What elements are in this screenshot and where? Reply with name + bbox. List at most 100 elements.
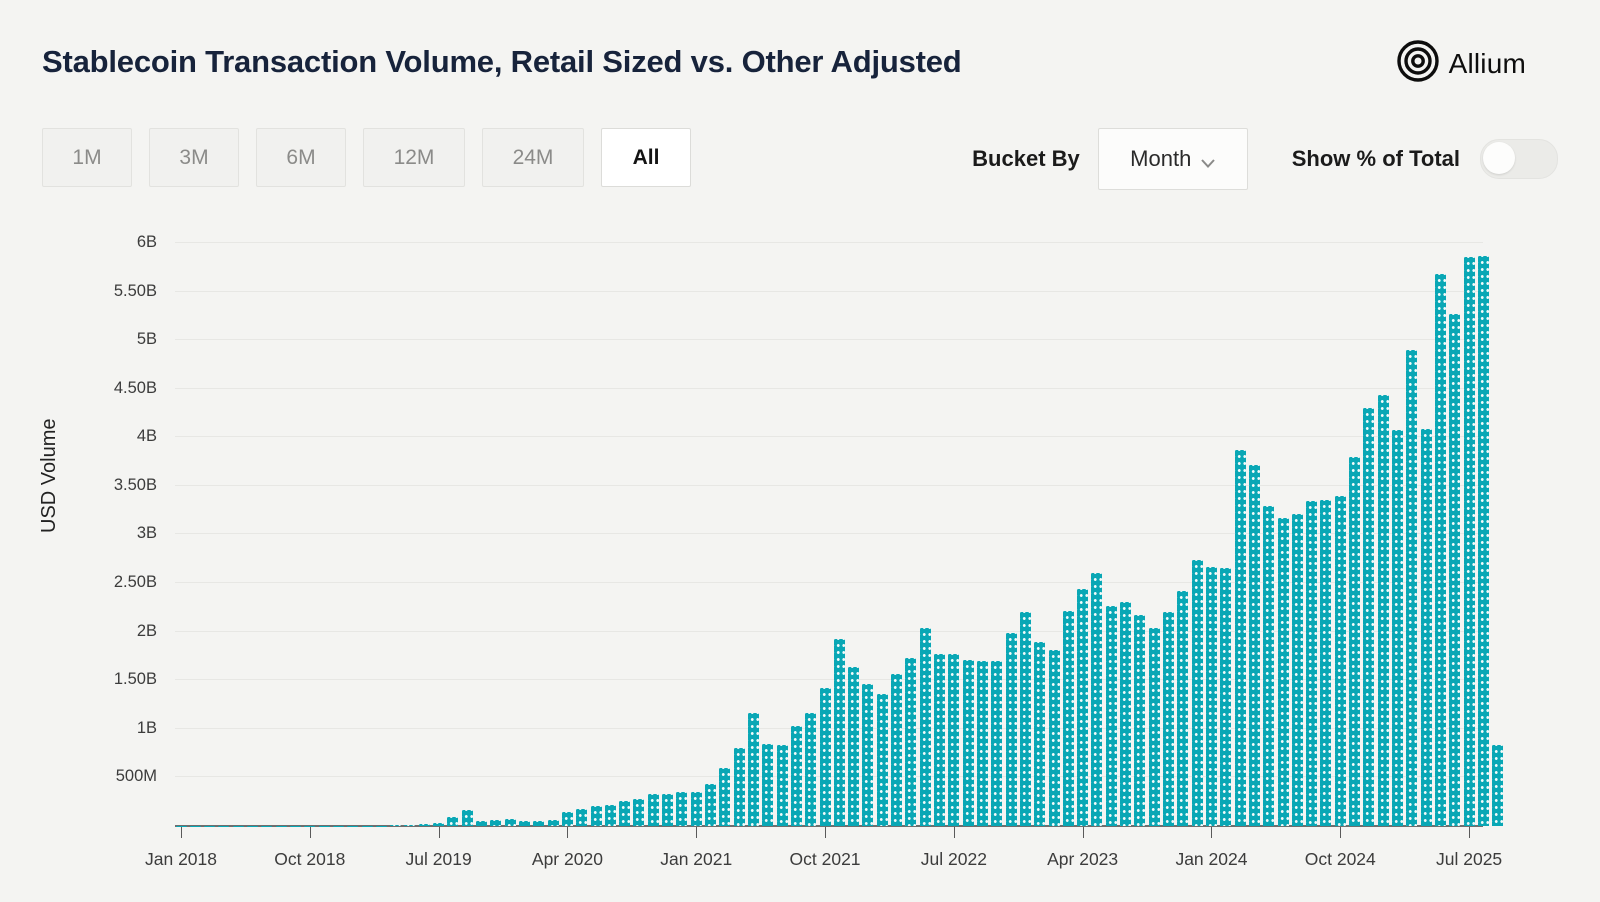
bar-jul-2020[interactable] <box>604 805 616 826</box>
bar-may-2020[interactable] <box>576 809 588 826</box>
bar-aug-2020[interactable] <box>619 801 631 826</box>
bar-dec-2018[interactable] <box>332 825 344 826</box>
bar-oct-2018[interactable] <box>304 825 316 826</box>
bar-may-2025[interactable] <box>1434 274 1446 826</box>
bar-jan-2019[interactable] <box>347 825 359 826</box>
bar-may-2023[interactable] <box>1091 572 1103 826</box>
bar-dec-2020[interactable] <box>676 792 688 826</box>
bucket-by-select[interactable]: Month <box>1097 128 1248 190</box>
bar-feb-2025[interactable] <box>1392 430 1404 826</box>
bar-jul-2025[interactable] <box>1463 256 1475 826</box>
bar-dec-2023[interactable] <box>1191 559 1203 826</box>
bar-sep-2019[interactable] <box>461 810 473 826</box>
bar-jun-2024[interactable] <box>1277 518 1289 826</box>
bar-nov-2020[interactable] <box>662 793 674 826</box>
bar-jan-2020[interactable] <box>518 821 530 826</box>
range-button-1m[interactable]: 1M <box>42 128 132 187</box>
bar-apr-2024[interactable] <box>1248 464 1260 826</box>
bar-mar-2024[interactable] <box>1234 449 1246 826</box>
bar-jun-2025[interactable] <box>1449 313 1461 826</box>
bar-jun-2020[interactable] <box>590 806 602 826</box>
bar-dec-2024[interactable] <box>1363 408 1375 826</box>
bar-dec-2019[interactable] <box>504 819 516 826</box>
bar-may-2019[interactable] <box>404 824 416 826</box>
bar-mar-2021[interactable] <box>719 767 731 826</box>
bar-may-2022[interactable] <box>919 627 931 826</box>
bar-mar-2022[interactable] <box>891 674 903 826</box>
bar-jan-2025[interactable] <box>1377 394 1389 826</box>
bar-nov-2018[interactable] <box>318 825 330 826</box>
bar-jun-2018[interactable] <box>247 825 259 826</box>
bar-aug-2023[interactable] <box>1134 615 1146 826</box>
bar-nov-2023[interactable] <box>1177 590 1189 826</box>
bar-jun-2022[interactable] <box>934 653 946 826</box>
bar-jan-2024[interactable] <box>1205 567 1217 826</box>
bar-apr-2021[interactable] <box>733 748 745 826</box>
bar-feb-2018[interactable] <box>189 825 201 826</box>
bar-mar-2025[interactable] <box>1406 349 1418 826</box>
bar-sep-2025[interactable] <box>1492 745 1504 826</box>
bar-aug-2018[interactable] <box>275 825 287 826</box>
bar-feb-2022[interactable] <box>876 693 888 826</box>
bar-jan-2018[interactable] <box>175 825 187 826</box>
bar-oct-2023[interactable] <box>1163 611 1175 826</box>
bar-jan-2022[interactable] <box>862 684 874 826</box>
bar-sep-2023[interactable] <box>1148 628 1160 826</box>
bar-sep-2020[interactable] <box>633 799 645 826</box>
bar-aug-2024[interactable] <box>1306 501 1318 826</box>
show-pct-toggle[interactable] <box>1480 139 1558 179</box>
bar-oct-2021[interactable] <box>819 688 831 826</box>
bar-jul-2022[interactable] <box>948 654 960 826</box>
bar-mar-2018[interactable] <box>204 825 216 826</box>
bar-jan-2021[interactable] <box>690 792 702 826</box>
bar-may-2018[interactable] <box>232 825 244 826</box>
bar-dec-2021[interactable] <box>848 666 860 826</box>
bar-jan-2023[interactable] <box>1034 642 1046 826</box>
bar-jun-2021[interactable] <box>762 744 774 826</box>
bar-feb-2020[interactable] <box>533 820 545 826</box>
bar-apr-2018[interactable] <box>218 825 230 826</box>
bar-nov-2022[interactable] <box>1005 633 1017 826</box>
bar-oct-2024[interactable] <box>1334 495 1346 826</box>
bar-oct-2019[interactable] <box>476 820 488 826</box>
bar-jul-2019[interactable] <box>433 823 445 826</box>
bar-oct-2022[interactable] <box>991 661 1003 826</box>
bar-jun-2019[interactable] <box>418 823 430 826</box>
range-button-all[interactable]: All <box>601 128 691 187</box>
range-button-6m[interactable]: 6M <box>256 128 346 187</box>
bar-nov-2021[interactable] <box>833 639 845 826</box>
bar-mar-2023[interactable] <box>1062 610 1074 826</box>
bar-sep-2018[interactable] <box>289 825 301 826</box>
bar-mar-2020[interactable] <box>547 820 559 826</box>
bar-apr-2022[interactable] <box>905 658 917 826</box>
bar-aug-2022[interactable] <box>962 659 974 826</box>
bar-sep-2021[interactable] <box>805 712 817 826</box>
bar-nov-2024[interactable] <box>1349 456 1361 826</box>
bar-may-2021[interactable] <box>747 713 759 826</box>
bar-sep-2022[interactable] <box>976 661 988 826</box>
bar-oct-2020[interactable] <box>647 793 659 826</box>
bar-aug-2021[interactable] <box>790 725 802 826</box>
bar-apr-2020[interactable] <box>561 811 573 826</box>
bar-feb-2024[interactable] <box>1220 567 1232 826</box>
bar-may-2024[interactable] <box>1263 506 1275 826</box>
bar-aug-2025[interactable] <box>1477 255 1489 826</box>
bar-sep-2024[interactable] <box>1320 500 1332 826</box>
bar-apr-2023[interactable] <box>1077 589 1089 826</box>
bar-nov-2019[interactable] <box>490 820 502 826</box>
range-button-12m[interactable]: 12M <box>363 128 465 187</box>
bar-dec-2022[interactable] <box>1019 612 1031 826</box>
bar-apr-2019[interactable] <box>390 825 402 826</box>
bar-feb-2021[interactable] <box>705 783 717 826</box>
bar-jul-2023[interactable] <box>1120 601 1132 826</box>
bar-apr-2025[interactable] <box>1420 428 1432 826</box>
range-button-3m[interactable]: 3M <box>149 128 239 187</box>
bar-jul-2018[interactable] <box>261 825 273 826</box>
bar-feb-2023[interactable] <box>1048 650 1060 826</box>
bar-jun-2023[interactable] <box>1105 606 1117 826</box>
bar-mar-2019[interactable] <box>375 825 387 826</box>
bar-jul-2024[interactable] <box>1291 514 1303 826</box>
bar-jul-2021[interactable] <box>776 744 788 826</box>
bar-aug-2019[interactable] <box>447 817 459 826</box>
range-button-24m[interactable]: 24M <box>482 128 584 187</box>
